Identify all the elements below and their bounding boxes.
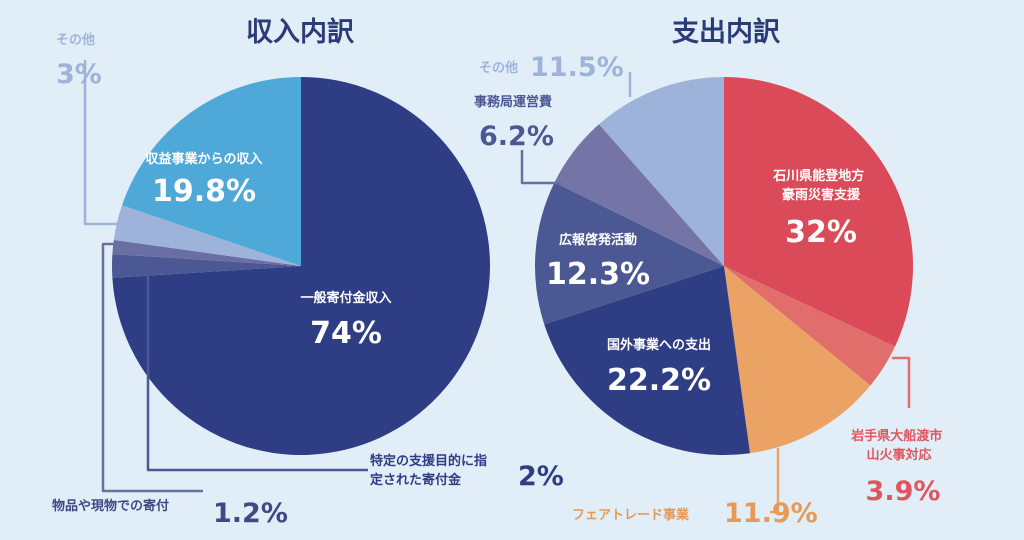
income-chart-title: 収入内訳 — [246, 16, 355, 48]
expense-overseas-label: 国外事業への支出 — [607, 337, 711, 353]
expense-other-label: その他 — [479, 60, 518, 76]
income-goods-label: 物品や現物での寄付 — [52, 498, 169, 514]
expense-overseas-value: 22.2% — [607, 363, 711, 398]
income-other-label: その他 — [56, 32, 95, 48]
expense-pie — [534, 77, 913, 456]
pie1-slice-2 — [724, 266, 871, 454]
pie1-slice-1 — [724, 266, 896, 386]
expense-noto-label: 石川県能登地方 豪雨災害支援 — [772, 168, 869, 203]
income-designated-label: 特定の支援目的に指 定された寄付金 — [369, 453, 492, 488]
income-designated-label-line2: 定された寄付金 — [369, 472, 462, 488]
expense-pr-value: 12.3% — [546, 257, 650, 292]
expense-iwate-value: 3.9% — [866, 476, 941, 507]
leader-lines — [83, 60, 911, 514]
expense-iwate-label: 岩手県大船渡市 山火事対応 — [850, 428, 947, 463]
pie0-slice-4 — [122, 77, 301, 266]
pie1-slice-0 — [724, 77, 913, 347]
pie1-slice-4 — [534, 182, 724, 325]
expense-noto-label-line2: 豪雨災害支援 — [782, 187, 861, 203]
expense-other-value: 11.5% — [530, 52, 624, 83]
pie1-slice-3 — [544, 266, 751, 456]
income-pie — [111, 77, 490, 456]
leader-line-income-goods — [101, 242, 203, 493]
leader-line-expense-iwate — [892, 356, 911, 408]
leader-line-expense-admin — [520, 150, 562, 185]
pie0-slice-0 — [112, 77, 490, 456]
income-designated-label-line1: 特定の支援目的に指 — [370, 453, 487, 469]
pie1-slice-5 — [554, 124, 724, 266]
leader-line-income-designated — [146, 268, 368, 472]
expense-noto-value: 32% — [785, 215, 857, 250]
expense-noto-label-line1: 石川県能登地方 — [772, 168, 864, 184]
income-goods-value: 1.2% — [213, 498, 288, 529]
expense-admin-label: 事務局運営費 — [474, 94, 552, 110]
pie0-slice-1 — [111, 254, 301, 278]
income-designated-value: 2% — [518, 461, 564, 492]
income-general-value: 74% — [310, 316, 382, 351]
pie0-slice-3 — [113, 205, 301, 266]
expense-fairtrade-value: 11.9% — [724, 498, 818, 529]
expense-iwate-label-line2: 山火事対応 — [866, 447, 931, 463]
income-other-value: 3% — [56, 59, 102, 90]
leader-line-income-other — [83, 60, 117, 226]
pie1-slice-6 — [599, 77, 724, 266]
expense-admin-value: 6.2% — [479, 121, 554, 152]
expense-pr-label: 広報啓発活動 — [559, 232, 637, 248]
pie0-slice-2 — [112, 239, 302, 266]
income-business-value: 19.8% — [152, 174, 256, 209]
expense-iwate-label-line1: 岩手県大船渡市 — [850, 428, 942, 444]
expense-fairtrade-label: フェアトレード事業 — [572, 507, 690, 523]
expense-chart-title: 支出内訳 — [672, 16, 781, 48]
income-business-label: 収益事業からの収入 — [145, 151, 262, 167]
income-general-label: 一般寄付金収入 — [300, 290, 391, 306]
leader-line-expense-fairtrade — [770, 448, 780, 514]
